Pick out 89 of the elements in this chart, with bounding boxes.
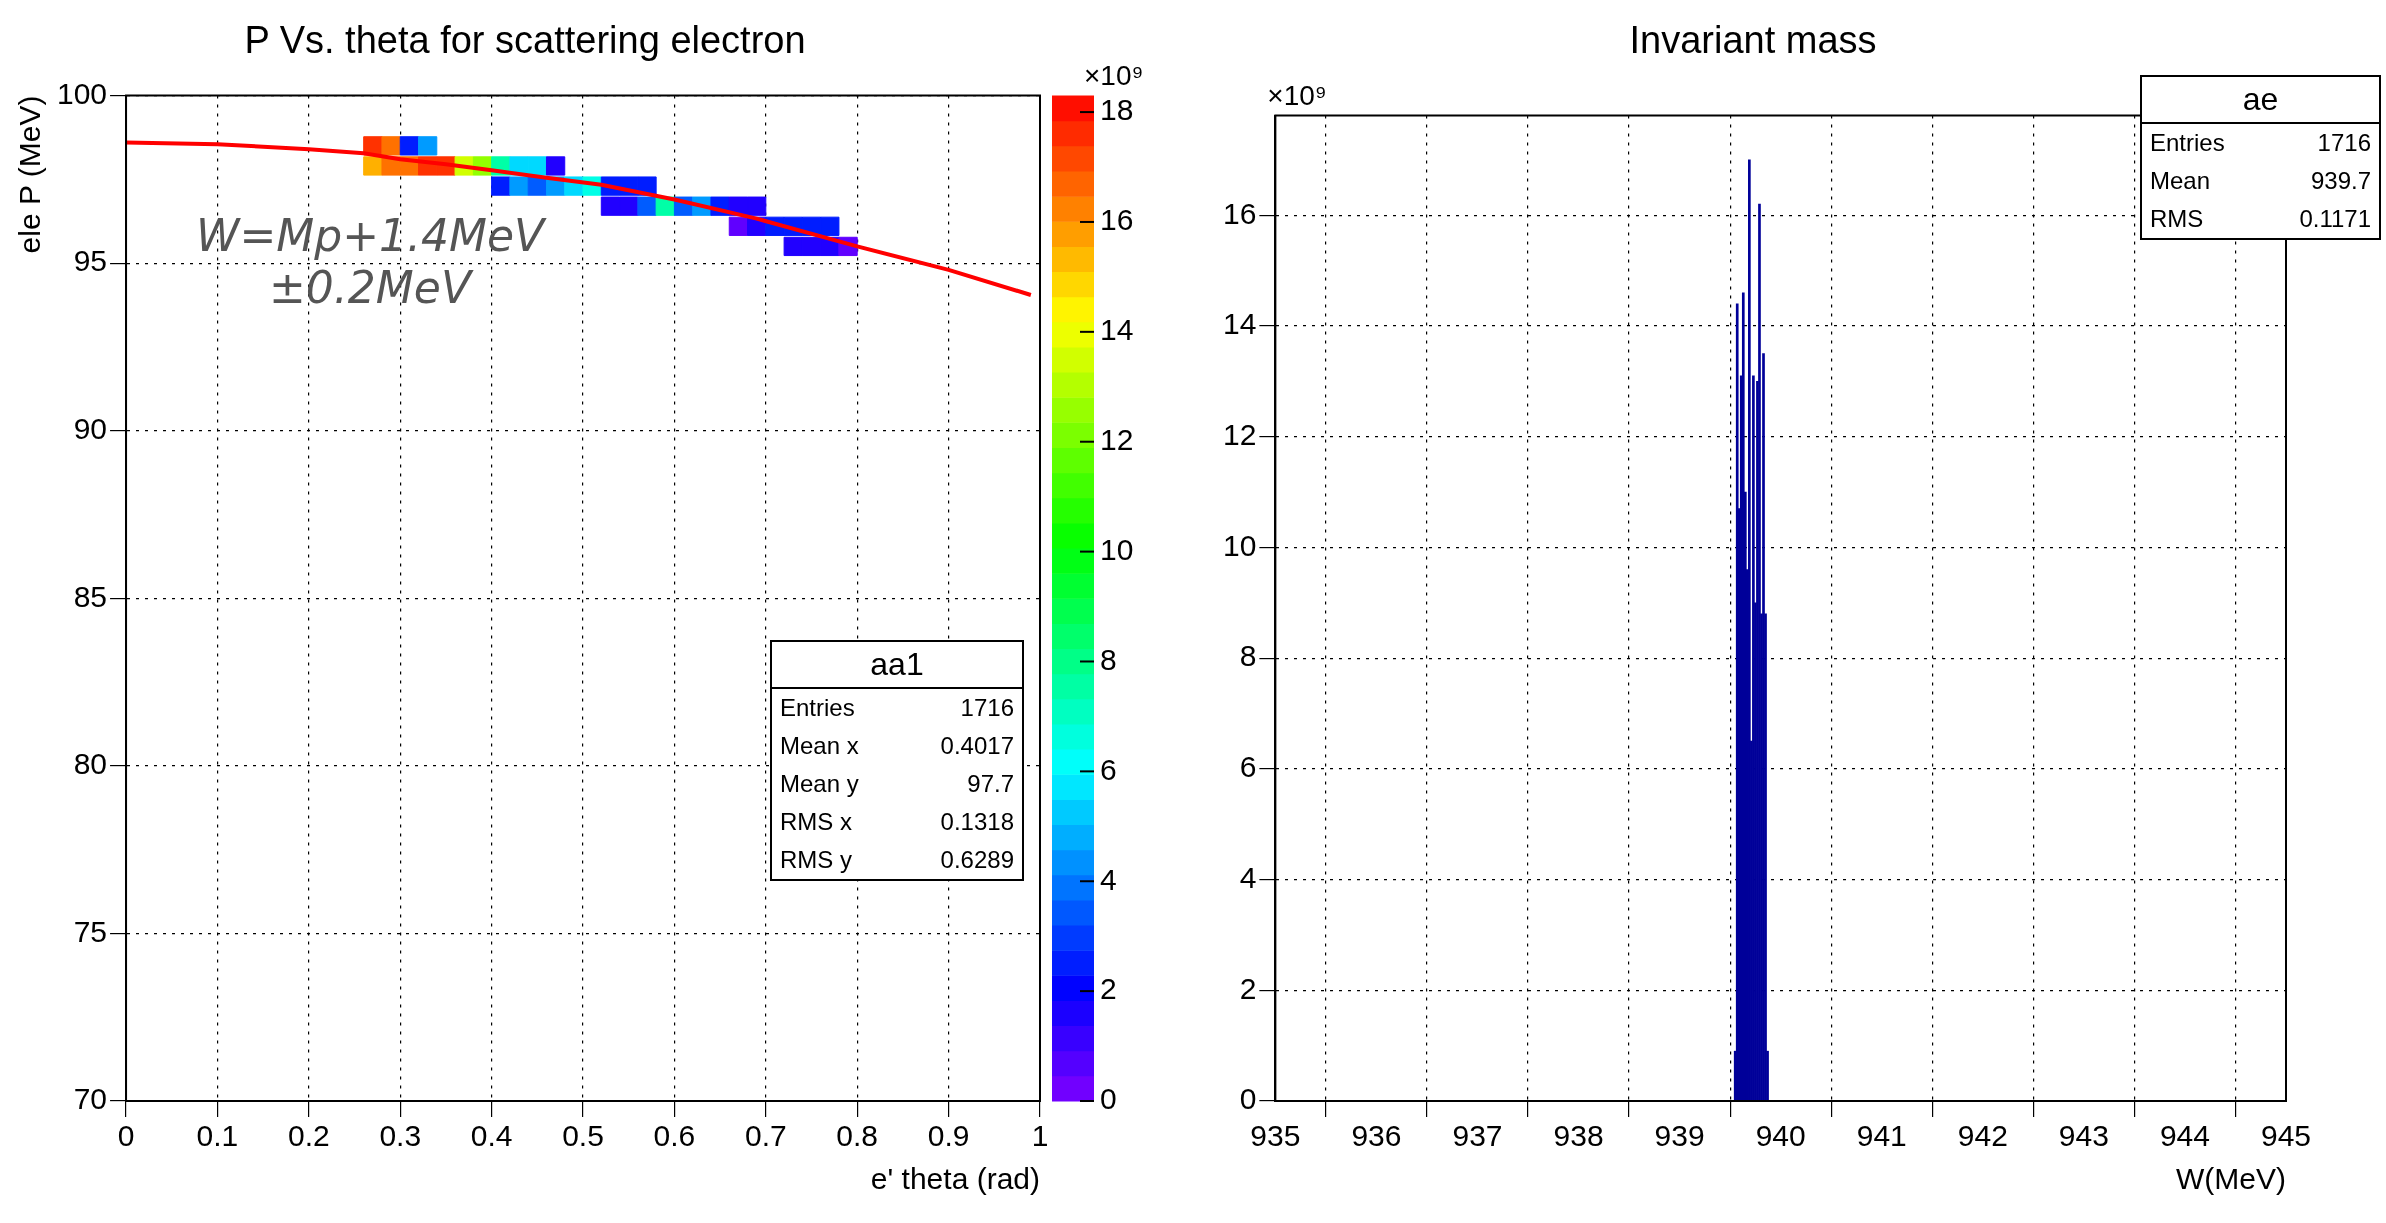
x-tick-label: 943 — [2058, 1119, 2109, 1153]
point — [545, 156, 566, 176]
y-tick-label: 70 — [73, 1082, 108, 1116]
point — [491, 176, 511, 196]
x-tick-label: 0.3 — [379, 1119, 422, 1153]
y-tick-label: 14 — [1222, 307, 1257, 341]
text: 1716 — [2316, 128, 2372, 158]
color-bar-label: 2 — [1100, 972, 1117, 1006]
y-axis-title: ×10⁹ — [1267, 80, 1327, 112]
point — [801, 236, 822, 257]
text: 0.1171 — [2298, 204, 2372, 234]
annotation: 0.1318 — [939, 807, 1015, 837]
x-tick-label: 0 — [117, 1119, 135, 1153]
x-tick-label: 944 — [2159, 1119, 2210, 1153]
x-tick-label: 1 — [1031, 1119, 1049, 1153]
color-bar-label: 12 — [1100, 422, 1134, 456]
text: 939.7 — [2309, 166, 2372, 196]
x-tick-label: 938 — [1553, 1119, 1604, 1153]
x-axis-title: W(MeV) — [2176, 1162, 2286, 1196]
color-bar-label: 10 — [1100, 532, 1134, 566]
annotation: Mean x — [779, 731, 860, 761]
y-tick-label: 2 — [1239, 971, 1257, 1005]
x-tick-label: 0.8 — [836, 1119, 879, 1153]
point — [619, 196, 639, 216]
y-tick-label: 95 — [73, 244, 108, 278]
y-tick-label: 16 — [1222, 196, 1257, 230]
annotation: Entries — [779, 693, 856, 723]
annotation: RMS y — [779, 845, 853, 875]
annotation: aa1 — [772, 642, 1022, 689]
x-tick-label: 937 — [1452, 1119, 1503, 1153]
annotation: Mean — [2149, 166, 2212, 196]
y-tick-label: 12 — [1222, 417, 1257, 451]
annotation: 97.7 — [966, 769, 1015, 799]
x-tick-label: 936 — [1351, 1119, 1402, 1153]
y-axis-title: ele P (MeV) — [13, 95, 47, 254]
point — [820, 216, 840, 236]
x-tick-label: 0.5 — [562, 1119, 604, 1153]
y-tick-label: 75 — [73, 914, 108, 948]
color-bar-label: 14 — [1100, 313, 1134, 347]
x-tick-label: 940 — [1755, 1119, 1806, 1153]
y-tick-label: 10 — [1222, 528, 1257, 562]
annotation: ae — [2142, 77, 2379, 124]
x-axis-title: e' theta (rad) — [870, 1162, 1040, 1196]
x-tick-label: 941 — [1856, 1119, 1907, 1153]
y-tick-label: 100 — [56, 76, 108, 110]
point — [637, 196, 657, 216]
point — [728, 216, 749, 236]
x-tick-label: 0.1 — [196, 1119, 239, 1153]
x-tick-label: 942 — [1957, 1119, 2008, 1153]
annotation: RMS — [2149, 204, 2205, 234]
point — [747, 196, 767, 216]
x-tick-label: 935 — [1250, 1119, 1301, 1153]
color-bar-title: ×10⁹ — [1084, 60, 1144, 92]
x-tick-label: 945 — [2260, 1119, 2312, 1153]
annotation: W=Mp+1.4MeV ±0.2MeV — [194, 210, 548, 314]
y-tick-label: 85 — [73, 579, 108, 613]
point — [363, 156, 383, 176]
point — [399, 136, 420, 156]
color-bar-label: 16 — [1100, 203, 1134, 237]
y-tick-label: 0 — [1239, 1082, 1257, 1116]
x-tick-label: 0.4 — [470, 1119, 513, 1153]
annotation: 1716 — [959, 693, 1015, 723]
color-bar-label: 18 — [1100, 93, 1134, 127]
annotation: Mean y — [779, 769, 860, 799]
annotation: 0.4017 — [939, 731, 1015, 761]
color-bar-label: 4 — [1100, 862, 1117, 896]
y-tick-label: 90 — [73, 412, 108, 445]
x-tick-label: 0.7 — [744, 1119, 787, 1153]
x-tick-label: 0.9 — [927, 1119, 970, 1153]
point — [783, 236, 803, 257]
color-bar-label: 0 — [1100, 1082, 1117, 1116]
annotation: 0.6289 — [939, 845, 1015, 875]
point — [381, 136, 401, 156]
color-bar-label: 8 — [1100, 642, 1117, 676]
chart-title: P Vs. theta for scattering electron — [244, 19, 806, 62]
chart-title: Invariant mass — [1629, 19, 1877, 62]
annotation: Entries — [2149, 128, 2226, 158]
annotation: RMS x — [779, 807, 853, 837]
x-tick-label: 0.6 — [653, 1119, 696, 1153]
y-tick-label: 6 — [1239, 750, 1257, 784]
y-tick-label: 80 — [73, 747, 108, 781]
x-tick-label: 939 — [1654, 1119, 1705, 1153]
point — [600, 196, 621, 216]
y-tick-label: 4 — [1239, 860, 1257, 894]
point — [509, 176, 529, 196]
point — [418, 136, 438, 156]
y-tick-label: 8 — [1239, 639, 1257, 673]
color-bar-label: 6 — [1100, 752, 1117, 786]
x-tick-label: 0.2 — [287, 1119, 330, 1153]
